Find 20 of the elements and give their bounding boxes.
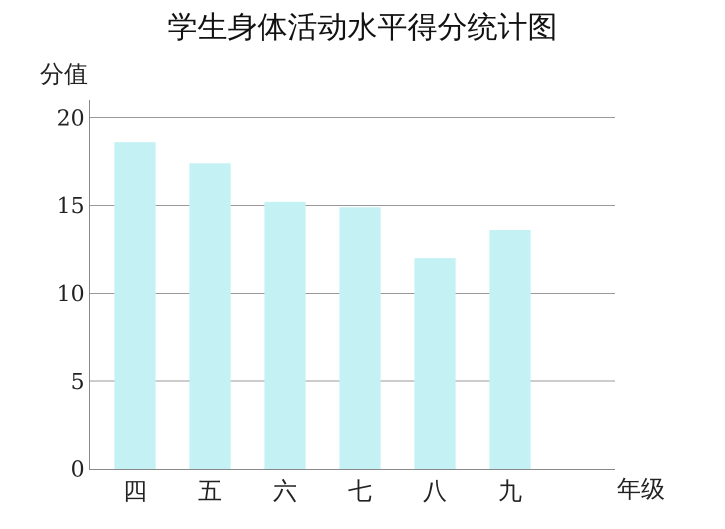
x-axis-title: 年级	[617, 475, 665, 503]
bar	[189, 163, 231, 469]
y-tick-label: 10	[56, 282, 85, 307]
bar	[264, 202, 306, 469]
x-tick-label: 八	[423, 476, 447, 505]
bar	[114, 142, 156, 469]
chart-title: 学生身体活动水平得分统计图	[168, 10, 558, 45]
y-tick-label: 5	[70, 370, 85, 395]
x-tick-label: 九	[498, 476, 522, 505]
y-tick-label: 15	[56, 194, 85, 220]
y-tick-label: 0	[70, 458, 85, 483]
x-tick-label: 五	[198, 476, 222, 505]
y-axis-title: 分值	[40, 60, 88, 88]
bar	[489, 230, 531, 469]
y-tick-label: 20	[56, 106, 85, 132]
bar	[414, 258, 456, 469]
x-tick-label: 六	[273, 476, 297, 505]
x-tick-label: 七	[348, 476, 372, 505]
x-tick-label: 四	[123, 476, 147, 505]
bar	[339, 207, 381, 469]
